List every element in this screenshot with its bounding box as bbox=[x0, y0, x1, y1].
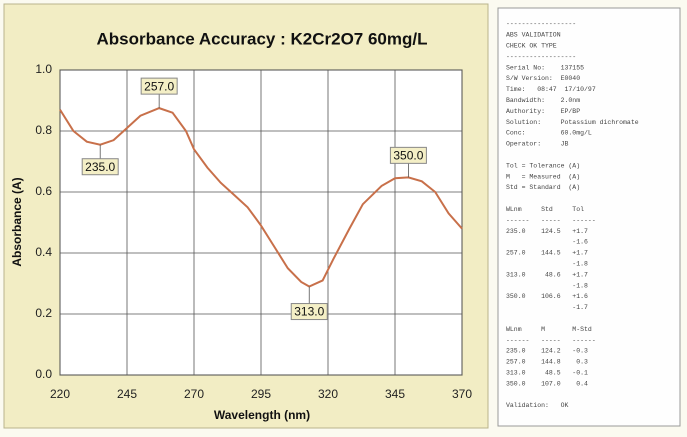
printout-line: Tol = Tolerance (A) bbox=[506, 162, 580, 169]
printout-line: ABS VALIDATION bbox=[506, 32, 561, 39]
y-tick-label: 0.2 bbox=[35, 306, 52, 320]
printout-line: -1.8 bbox=[506, 261, 588, 268]
annotation-label: 235.0 bbox=[85, 160, 115, 174]
x-tick-label: 270 bbox=[184, 387, 204, 401]
data-line bbox=[59, 107, 463, 288]
printout-line: -1.6 bbox=[506, 239, 588, 246]
printout-line: 350.0 106.6 +1.6 bbox=[506, 293, 588, 300]
printout-line: Time: 08:47 17/10/97 bbox=[506, 86, 596, 93]
printout-line: -1.7 bbox=[506, 304, 588, 311]
printout-line: Authority: EP/BP bbox=[506, 108, 580, 115]
annotation-label: 257.0 bbox=[144, 79, 174, 93]
printout-line: 235.0 124.2 -0.3 bbox=[506, 348, 588, 355]
printout-line: 313.0 48.5 -0.1 bbox=[506, 370, 588, 377]
x-tick-label: 345 bbox=[385, 387, 405, 401]
printout-line: ------ ----- ------ bbox=[506, 217, 596, 224]
printout-paper bbox=[497, 7, 681, 427]
printout-line: Validation: OK bbox=[506, 402, 569, 409]
printout-line: ------------------ bbox=[506, 53, 576, 60]
y-tick-label: 0.6 bbox=[35, 184, 52, 198]
annotation-box bbox=[81, 158, 119, 176]
annotation-box bbox=[140, 77, 178, 95]
printout-line: -1.8 bbox=[506, 282, 588, 289]
printout-line: ------------------ bbox=[506, 21, 576, 28]
printout-line: Bandwidth: 2.0nm bbox=[506, 97, 580, 104]
printout-line: WLnm M M-Std bbox=[506, 326, 592, 333]
annotation-box bbox=[389, 146, 427, 164]
x-tick-label: 295 bbox=[251, 387, 271, 401]
x-tick-label: 245 bbox=[117, 387, 137, 401]
x-tick-label: 370 bbox=[452, 387, 472, 401]
y-tick-label: 1.0 bbox=[35, 62, 52, 76]
y-tick-label: 0.8 bbox=[35, 123, 52, 137]
printout-line: ------ ----- ------ bbox=[506, 337, 596, 344]
y-tick-label: 0.4 bbox=[35, 245, 52, 259]
printout-line: 313.0 48.6 +1.7 bbox=[506, 271, 588, 278]
printout-line: 350.0 107.0 0.4 bbox=[506, 380, 588, 387]
printout-line: Operator: JB bbox=[506, 141, 569, 148]
x-tick-label: 320 bbox=[318, 387, 338, 401]
y-axis-label: Absorbance (A) bbox=[10, 177, 24, 266]
x-axis-label: Wavelength (nm) bbox=[214, 408, 310, 422]
annotation-label: 313.0 bbox=[294, 305, 324, 319]
printout-line: 257.0 144.8 0.3 bbox=[506, 359, 588, 366]
printout-line: CHECK OK TYPE bbox=[506, 43, 557, 50]
printout-line: Conc: 60.0mg/L bbox=[506, 130, 592, 137]
printout-line: WLnm Std Tol bbox=[506, 206, 584, 213]
printout-line: 257.0 144.5 +1.7 bbox=[506, 250, 588, 257]
annotation-label: 350.0 bbox=[393, 149, 423, 163]
printout-line: M = Measured (A) bbox=[506, 173, 580, 180]
printout-line: 235.0 124.5 +1.7 bbox=[506, 228, 588, 235]
printout-line: S/W Version: E0040 bbox=[506, 75, 580, 82]
x-tick-label: 220 bbox=[50, 387, 70, 401]
y-tick-label: 0.0 bbox=[35, 367, 52, 381]
printout-line: Serial No: 137155 bbox=[506, 64, 584, 71]
annotation-box bbox=[290, 303, 328, 321]
printout-line: Solution: Potassium dichromate bbox=[506, 119, 639, 126]
chart-title: Absorbance Accuracy : K2Cr2O7 60mg/L bbox=[97, 29, 428, 48]
printout-line: Std = Standard (A) bbox=[506, 184, 580, 191]
